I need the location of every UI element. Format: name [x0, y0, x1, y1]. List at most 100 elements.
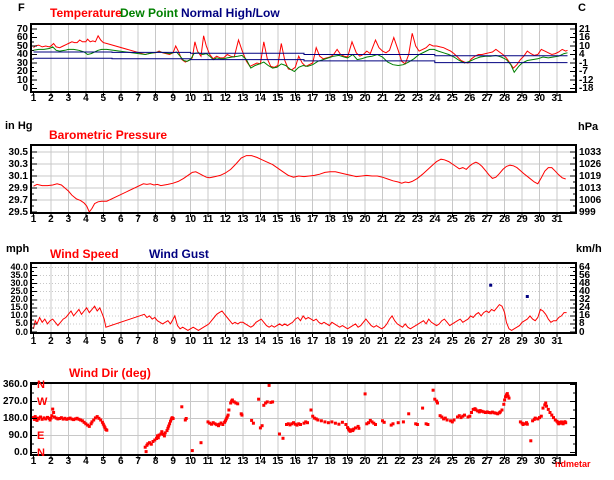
x-day-label: 19	[342, 214, 354, 225]
y-tick-left: 30	[16, 57, 28, 69]
y-tick-right: 56	[579, 270, 591, 282]
x-day-label: 4	[83, 336, 89, 347]
x-day-label: 1	[30, 93, 37, 104]
y-tick-right: 21	[579, 23, 591, 35]
y-tick-left: 0.0	[14, 447, 28, 458]
y-tick-left: 60	[16, 32, 28, 43]
wind-dir-letter: N	[37, 378, 45, 391]
x-day-label: 25	[446, 456, 458, 467]
x-day-label: 19	[342, 93, 354, 104]
x-day-label: 23	[411, 214, 423, 225]
y-tick-left: 0	[22, 83, 28, 94]
x-day-label: 23	[411, 456, 423, 467]
y-tick-left: 35.0	[10, 270, 28, 281]
y-tick-left: 0.0	[15, 326, 28, 337]
x-day-label: 8	[152, 93, 159, 104]
x-day-label: 15	[272, 456, 284, 467]
x-day-label: 7	[135, 336, 141, 347]
x-day-label: 31	[551, 214, 563, 225]
x-day-label: 9	[170, 93, 176, 104]
x-day-label: 9	[170, 336, 176, 347]
x-day-label: 15	[272, 214, 284, 225]
y-tick-right: 0	[579, 326, 585, 338]
y-tick-right: 24	[579, 302, 591, 314]
x-day-label: 25	[446, 336, 458, 347]
pressure-unit-left-label: in Hg	[5, 120, 33, 132]
x-day-label: 28	[499, 336, 511, 347]
x-day-label: 15	[272, 336, 284, 347]
x-day-label: 6	[117, 93, 124, 104]
x-day-label: 20	[359, 93, 371, 104]
x-day-label: 27	[481, 214, 493, 225]
y-tick-right: 1013	[579, 182, 602, 194]
y-tick-right: -18	[579, 83, 594, 94]
y-tick-left: 15.0	[10, 302, 28, 313]
legend-normal-high-low: Normal High/Low	[181, 6, 280, 20]
x-day-label: 29	[516, 214, 528, 225]
x-day-label: 16	[289, 336, 301, 347]
x-day-label: 6	[117, 456, 124, 467]
y-tick-right: -7	[579, 66, 588, 77]
x-day-label: 18	[324, 93, 336, 104]
y-tick-right: 40	[579, 286, 591, 298]
x-day-label: 12	[219, 456, 231, 467]
x-day-label: 27	[481, 456, 493, 467]
x-day-label: 16	[289, 456, 301, 467]
y-tick-right: 16	[579, 310, 591, 322]
x-day-label: 7	[135, 456, 141, 467]
legend-temperature: Temperature	[50, 6, 122, 20]
y-tick-right: 8	[579, 318, 585, 330]
x-day-label: 20	[359, 214, 371, 225]
x-day-label: 30	[533, 93, 546, 104]
x-day-label: 21	[376, 214, 389, 225]
x-day-label: 28	[499, 456, 511, 467]
x-day-label: 1	[30, 456, 37, 467]
x-day-label: 18	[324, 214, 336, 225]
y-tick-right: 1006	[579, 194, 602, 206]
y-tick-right: 999	[579, 206, 596, 218]
x-day-label: 26	[464, 456, 476, 467]
x-day-label: 29	[516, 456, 528, 467]
x-day-label: 13	[237, 456, 249, 467]
x-day-label: 4	[83, 93, 89, 104]
x-day-label: 14	[254, 214, 266, 225]
x-day-label: 22	[394, 456, 406, 467]
x-day-label: 26	[464, 336, 476, 347]
legend-dew-point: Dew Point	[120, 6, 179, 20]
y-tick-left: 70	[16, 23, 28, 35]
y-tick-left: 270.0	[2, 396, 28, 407]
x-day-label: 5	[100, 93, 107, 104]
x-day-label: 23	[411, 336, 423, 347]
x-day-label: 2	[48, 214, 54, 225]
y-tick-left: 360.0	[2, 379, 28, 390]
y-tick-right: 1033	[579, 146, 602, 158]
x-day-label: 24	[429, 456, 441, 467]
y-tick-left: 50	[16, 40, 28, 52]
x-day-label: 17	[307, 93, 319, 104]
x-day-label: 27	[481, 336, 493, 347]
x-day-label: 18	[324, 336, 336, 347]
x-day-label: 2	[48, 456, 54, 467]
y-tick-right: 16	[579, 32, 591, 43]
x-day-label: 12	[219, 93, 231, 104]
y-tick-right: 4	[579, 49, 585, 60]
x-day-label: 12	[219, 336, 231, 347]
y-tick-left: 29.5	[8, 206, 28, 218]
x-day-label: 30	[533, 214, 546, 225]
x-day-label: 10	[184, 336, 197, 347]
x-day-label: 15	[272, 93, 284, 104]
x-day-label: 1	[30, 336, 37, 347]
wind-unit-right-label: km/h	[576, 243, 602, 255]
x-day-label: 10	[184, 214, 197, 225]
x-day-label: 23	[411, 93, 423, 104]
x-day-label: 6	[117, 214, 124, 225]
x-day-label: 20	[359, 456, 371, 467]
footer-signature: ndmetar	[555, 459, 591, 469]
wind-unit-left-label: mph	[6, 243, 30, 255]
y-tick-left: 40	[16, 49, 28, 60]
x-day-label: 5	[100, 214, 107, 225]
x-day-label: 5	[100, 456, 107, 467]
x-day-label: 17	[307, 456, 319, 467]
x-day-label: 7	[135, 93, 141, 104]
x-day-label: 19	[342, 456, 354, 467]
